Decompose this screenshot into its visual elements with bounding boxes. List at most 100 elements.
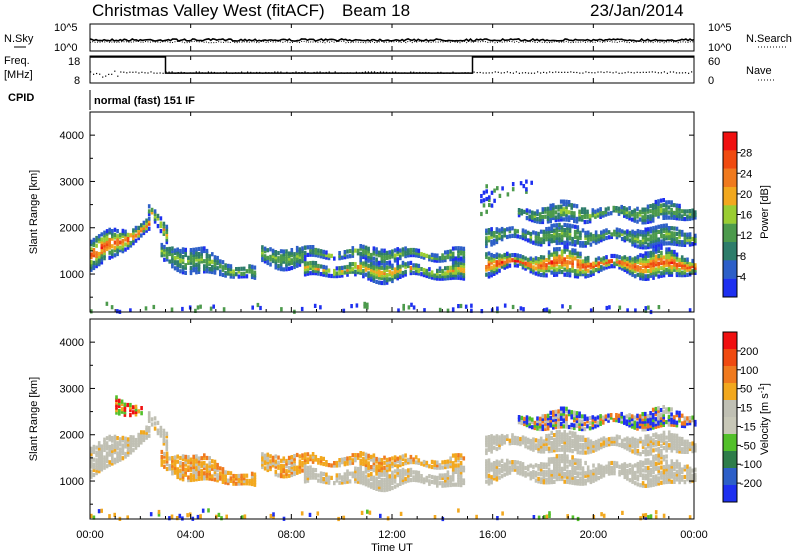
scatter-cell <box>111 436 114 441</box>
scatter-cell <box>211 252 214 257</box>
scatter-cell <box>393 469 397 474</box>
scatter-cell <box>657 453 660 458</box>
scatter-cell <box>529 231 533 237</box>
scatter-cell <box>538 424 542 429</box>
scatter-cell <box>195 265 198 270</box>
scatter-cell <box>187 460 190 465</box>
scatter-cell <box>644 468 647 473</box>
scatter-cell <box>558 269 561 275</box>
colorbar-frame <box>722 331 738 503</box>
scatter-cell <box>659 206 663 211</box>
scatter-cell <box>375 484 378 489</box>
scatter-cell <box>584 269 587 274</box>
scatter-cell <box>649 268 653 273</box>
scatter-cell <box>570 425 573 430</box>
scatter-cell <box>626 229 629 234</box>
scatter-cell <box>584 264 587 269</box>
scatter-cell <box>570 210 573 215</box>
scatter-cell <box>584 450 587 455</box>
scatter-cell <box>633 218 637 223</box>
scatter-cell <box>261 452 264 457</box>
scatter-cell <box>359 254 362 259</box>
scatter-cell <box>657 439 660 444</box>
scatter-cell <box>325 475 328 480</box>
nave-point <box>198 71 200 73</box>
scatter-cell <box>333 268 336 274</box>
scatter-cell <box>95 471 98 476</box>
scatter-cell <box>584 445 587 450</box>
scatter-cell <box>630 424 634 429</box>
nave-point <box>543 71 545 73</box>
scatter-cell <box>665 267 668 272</box>
scatter-cell <box>404 251 407 256</box>
scatter-cell <box>575 418 579 423</box>
scatter-cell <box>269 466 272 472</box>
nave-point <box>651 71 653 73</box>
scatter-cell <box>694 472 697 477</box>
scatter-cell <box>377 260 381 265</box>
scatter-cell <box>673 210 676 215</box>
scatter-cell <box>636 443 640 448</box>
scatter-cell <box>142 432 146 437</box>
scatter-cell <box>153 426 157 431</box>
scatter-cell <box>573 465 577 470</box>
scatter-cell <box>446 470 450 475</box>
scatter-cell <box>563 259 566 264</box>
scatter-cell <box>441 258 444 263</box>
nave-point <box>231 72 234 74</box>
scatter-cell <box>557 411 560 416</box>
scatter-cell <box>563 247 566 252</box>
scatter-cell <box>539 242 543 247</box>
scatter-cell <box>444 478 447 483</box>
scatter-cell <box>620 419 623 424</box>
scatter-cell <box>578 419 581 424</box>
scatter-cell <box>211 264 214 269</box>
scatter-cell <box>660 255 663 261</box>
scatter-cell <box>274 459 278 464</box>
scatter-cell <box>581 448 585 453</box>
scatter-cell <box>364 477 368 482</box>
scatter-cell <box>639 229 642 234</box>
scatter-cell <box>670 420 673 425</box>
scatter-cell <box>641 444 645 449</box>
scatter-cell <box>195 249 198 255</box>
scatter-cell <box>539 477 543 482</box>
scatter-cell <box>647 434 650 439</box>
scatter-cell <box>597 468 600 473</box>
scatter-cell <box>485 448 488 453</box>
scatter-cell <box>589 479 593 485</box>
scatter-cell <box>558 466 561 471</box>
scatter-cell <box>211 267 214 272</box>
scatter-cell <box>628 258 632 263</box>
scatter-cell <box>675 472 679 477</box>
scatter-cell <box>383 248 386 253</box>
scatter-cell <box>529 261 533 266</box>
scatter-cell <box>173 457 177 463</box>
scatter-cell <box>380 273 384 278</box>
scatter-cell <box>560 240 564 245</box>
scatter-cell <box>111 249 114 254</box>
scatter-cell <box>459 248 463 253</box>
scatter-cell <box>380 253 384 258</box>
scatter-cell <box>401 252 405 257</box>
scatter-cell <box>542 441 546 446</box>
scatter-cell <box>482 198 486 203</box>
scatter-cell <box>665 257 668 262</box>
scatter-cell <box>116 456 119 461</box>
scatter-cell <box>670 433 674 438</box>
scatter-cell <box>340 460 344 465</box>
scatter-cell <box>503 265 506 270</box>
scatter-cell <box>271 460 275 465</box>
scatter-cell <box>140 437 143 442</box>
scatter-cell <box>657 476 660 481</box>
scatter-cell <box>560 269 564 275</box>
scatter-cell <box>129 442 133 447</box>
scatter-cell <box>372 468 376 473</box>
scatter-cell <box>628 423 631 428</box>
scatter-cell <box>566 244 569 249</box>
scatter-cell <box>620 210 623 215</box>
scatter-cell <box>495 477 499 482</box>
scatter-cell <box>555 432 559 437</box>
scatter-cell <box>626 308 629 313</box>
scatter-cell <box>137 233 140 238</box>
